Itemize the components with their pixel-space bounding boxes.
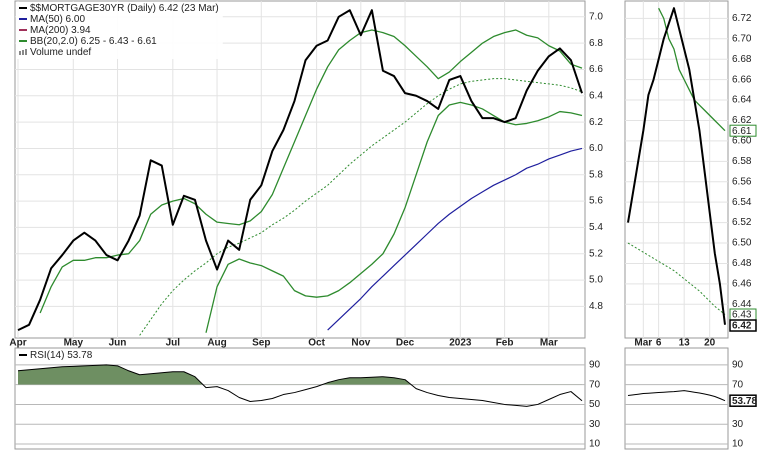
panel-background: [14, 347, 586, 450]
series-line: [627, 242, 726, 315]
y-tick-label: 70: [732, 379, 744, 390]
panel-background: [624, 0, 729, 339]
y-tick-label: 6.54: [732, 197, 752, 208]
y-tick-label: 6.50: [732, 238, 752, 249]
series-line: [17, 364, 583, 407]
y-tick-label: 10: [589, 439, 601, 450]
series-line: [139, 78, 583, 336]
y-tick-label: 6.46: [732, 279, 752, 290]
value-label: 6.43: [732, 310, 752, 321]
legend-label: MA(200) 3.94: [30, 25, 91, 36]
y-tick-label: 6.44: [732, 299, 752, 310]
x-tick-label: 20: [704, 338, 716, 349]
x-tick-label: 13: [679, 338, 691, 349]
legend-marker: [22, 50, 24, 55]
legend: $$MORTGAGE30YR (Daily) 6.42 (23 Mar)MA(5…: [16, 2, 223, 59]
y-tick-label: 6.68: [732, 54, 752, 65]
series-line: [627, 7, 726, 325]
legend-label: BB(20,2.0) 6.25 - 6.43 - 6.61: [30, 36, 157, 47]
y-tick-label: 6.6: [589, 64, 603, 75]
legend-label: $$MORTGAGE30YR (Daily) 6.42 (23 Mar): [30, 3, 219, 14]
y-tick-label: 5.8: [589, 169, 603, 180]
y-tick-label: 6.8: [589, 38, 603, 49]
y-tick-label: 4.8: [589, 301, 603, 312]
series-line: [658, 7, 726, 132]
series-line: [17, 9, 583, 332]
x-tick-label: Mar: [634, 338, 652, 349]
value-label-box: [729, 394, 757, 407]
value-label-box: [729, 319, 757, 332]
x-tick-label: 2023: [449, 338, 472, 349]
x-tick-label: Feb: [496, 338, 514, 349]
x-tick-label: Nov: [351, 338, 370, 349]
legend-label: RSI(14) 53.78: [30, 350, 93, 361]
series-line: [627, 390, 726, 402]
x-tick-label: May: [64, 338, 84, 349]
legend-label: Volume undef: [30, 47, 91, 58]
y-tick-label: 5.0: [589, 275, 603, 286]
legend-background: [16, 2, 223, 59]
y-tick-label: 30: [589, 419, 601, 430]
legend-marker: [25, 49, 27, 55]
y-tick-label: 5.6: [589, 196, 603, 207]
x-tick-label: Dec: [396, 338, 415, 349]
value-label-box: [729, 124, 757, 137]
y-tick-label: 6.72: [732, 13, 752, 24]
y-tick-label: 6.66: [732, 74, 752, 85]
x-tick-label: Mar: [540, 338, 558, 349]
y-tick-label: 6.56: [732, 176, 752, 187]
value-label: 6.42: [732, 321, 752, 332]
y-tick-label: 70: [589, 379, 601, 390]
legend-background: [16, 349, 97, 362]
x-tick-label: Oct: [308, 338, 325, 349]
y-tick-label: 6.4: [589, 90, 603, 101]
overbought-fill: [18, 364, 412, 385]
value-label: 6.61: [732, 126, 752, 137]
y-tick-label: 6.2: [589, 117, 603, 128]
y-tick-label: 7.0: [589, 11, 603, 22]
x-tick-label: Jul: [166, 338, 181, 349]
legend: RSI(14) 53.78: [16, 349, 97, 362]
y-tick-label: 10: [732, 439, 744, 450]
series-line: [205, 101, 583, 333]
y-tick-label: 6.58: [732, 156, 752, 167]
y-tick-label: 50: [589, 399, 601, 410]
y-tick-label: 6.70: [732, 33, 752, 44]
x-tick-label: Jun: [109, 338, 127, 349]
legend-label: MA(50) 6.00: [30, 14, 85, 25]
series-line: [39, 29, 583, 314]
value-label: 53.78: [732, 396, 757, 407]
y-tick-label: 6.48: [732, 258, 752, 269]
series-line: [327, 147, 583, 331]
y-tick-label: 6.60: [732, 136, 752, 147]
x-tick-label: Aug: [207, 338, 226, 349]
x-tick-label: 6: [656, 338, 662, 349]
y-tick-label: 30: [732, 419, 744, 430]
x-tick-label: Apr: [9, 338, 26, 349]
y-tick-label: 6.64: [732, 95, 752, 106]
panel-background: [624, 347, 729, 450]
y-tick-label: 6.52: [732, 217, 752, 228]
y-tick-label: 5.4: [589, 222, 603, 233]
y-tick-label: 90: [732, 359, 744, 370]
legend-marker: [19, 51, 21, 55]
y-tick-label: 90: [589, 359, 601, 370]
y-tick-label: 6.62: [732, 115, 752, 126]
y-tick-label: 6.0: [589, 143, 603, 154]
y-tick-label: 5.2: [589, 248, 603, 259]
x-tick-label: Sep: [252, 338, 270, 349]
